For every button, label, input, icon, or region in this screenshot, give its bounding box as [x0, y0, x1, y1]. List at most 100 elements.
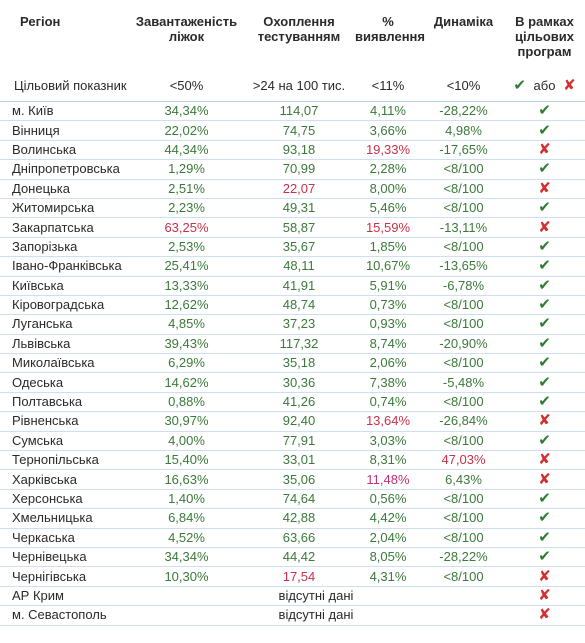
check-icon: ✔ — [538, 296, 551, 314]
program-cell: ✔ — [504, 276, 585, 296]
beds-cell: 2,51% — [128, 179, 245, 199]
check-icon: ✔ — [538, 528, 551, 546]
table-row: Кіровоградська 12,62% 48,74 0,73% <8/100 ✔ — [0, 295, 585, 316]
region-cell: Полтавська — [0, 392, 128, 413]
dynamics-cell: -13,65% — [423, 256, 504, 277]
dynamics-cell: 47,03% — [423, 450, 504, 471]
testing-cell: 74,75 — [245, 120, 353, 141]
header-beds: Завантаженість ліжок — [135, 14, 238, 44]
dynamics-cell: <8/100 — [423, 431, 504, 452]
target-detection: <11% — [353, 69, 423, 102]
detection-cell: 2,28% — [353, 159, 423, 180]
dynamics-cell: -20,90% — [423, 334, 504, 355]
beds-cell: 16,63% — [128, 469, 245, 490]
program-cell: ✔ — [504, 353, 585, 374]
table-row: Київська 13,33% 41,91 5,91% -6,78% ✔ — [0, 276, 585, 296]
region-cell: Тернопільська — [0, 450, 128, 471]
detection-cell: 0,73% — [353, 295, 423, 316]
beds-cell: 34,34% — [128, 547, 245, 568]
program-cell: ✔ — [504, 431, 585, 452]
testing-cell: 22,07 — [245, 179, 353, 199]
cross-icon: ✘ — [538, 470, 551, 488]
table-row: Одеська 14,62% 30,36 7,38% -5,48% ✔ — [0, 372, 585, 393]
program-cell: ✘ — [504, 411, 585, 432]
beds-cell: 12,62% — [128, 295, 245, 316]
region-cell: Запорізька — [0, 237, 128, 258]
region-cell: Івано-Франківська — [0, 256, 128, 277]
check-icon: ✔ — [538, 257, 551, 275]
cross-icon: ✘ — [538, 451, 551, 469]
testing-cell: 41,26 — [245, 392, 353, 413]
table-row: Черкаська 4,52% 63,66 2,04% <8/100 ✔ — [0, 528, 585, 548]
region-cell: Закарпатська — [0, 217, 128, 238]
dynamics-cell: -13,11% — [423, 217, 504, 238]
beds-cell: 1,40% — [128, 489, 245, 510]
program-cell: ✔ — [504, 314, 585, 335]
detection-cell: 2,04% — [353, 528, 423, 548]
detection-cell: 2,06% — [353, 353, 423, 374]
region-cell: м. Київ — [0, 101, 128, 122]
beds-cell: 6,84% — [128, 508, 245, 529]
dynamics-cell: 6,43% — [423, 469, 504, 490]
table-row: Волинська 44,34% 93,18 19,33% -17,65% ✘ — [0, 140, 585, 161]
beds-cell: 6,29% — [128, 353, 245, 374]
table-row: Івано-Франківська 25,41% 48,11 10,67% -13,65… — [0, 256, 585, 277]
dynamics-cell: -5,48% — [423, 372, 504, 393]
program-cell: ✔ — [504, 547, 585, 568]
program-cell: ✔ — [504, 256, 585, 277]
region-cell: Львівська — [0, 334, 128, 355]
target-dynamics: <10% — [423, 69, 504, 102]
program-cell: ✔ — [504, 198, 585, 219]
region-cell: Чернігівська — [0, 566, 128, 587]
dynamics-cell: -28,22% — [423, 101, 504, 122]
no-data-cell: відсутні дані — [128, 605, 504, 626]
region-cell: Хмельницька — [0, 508, 128, 529]
target-beds: <50% — [128, 69, 245, 102]
table-row: Запорізька 2,53% 35,67 1,85% <8/100 ✔ — [0, 237, 585, 258]
detection-cell: 8,74% — [353, 334, 423, 355]
region-cell: Луганська — [0, 314, 128, 335]
beds-cell: 4,85% — [128, 314, 245, 335]
testing-cell: 33,01 — [245, 450, 353, 471]
detection-cell: 0,74% — [353, 392, 423, 413]
check-icon: ✔ — [538, 373, 551, 391]
beds-cell: 4,00% — [128, 431, 245, 452]
detection-cell: 0,93% — [353, 314, 423, 335]
dynamics-cell: <8/100 — [423, 528, 504, 548]
table-row: м. Київ 34,34% 114,07 4,11% -28,22% ✔ — [0, 101, 585, 122]
dynamics-cell: -26,84% — [423, 411, 504, 432]
header-testing: Охоплення тестуванням — [257, 14, 341, 44]
beds-cell: 1,29% — [128, 159, 245, 180]
testing-cell: 30,36 — [245, 372, 353, 393]
testing-cell: 35,06 — [245, 469, 353, 490]
program-cell: ✔ — [504, 508, 585, 529]
check-icon: ✔ — [538, 276, 551, 294]
region-cell: Черкаська — [0, 528, 128, 548]
dynamics-cell: <8/100 — [423, 392, 504, 413]
dynamics-cell: <8/100 — [423, 198, 504, 219]
check-icon: ✔ — [538, 199, 551, 217]
testing-cell: 77,91 — [245, 431, 353, 452]
target-testing: >24 на 100 тис. — [245, 69, 353, 102]
testing-cell: 58,87 — [245, 217, 353, 238]
header-detection: % виявлення — [355, 14, 425, 44]
cross-icon: ✘ — [538, 412, 551, 430]
beds-cell: 2,23% — [128, 198, 245, 219]
beds-cell: 2,53% — [128, 237, 245, 258]
testing-cell: 93,18 — [245, 140, 353, 161]
detection-cell: 4,11% — [353, 101, 423, 122]
header-row: Регіон Завантаженість ліжок Охоплення те… — [0, 0, 585, 69]
check-icon: ✔ — [538, 315, 551, 333]
target-row: Цільовий показник <50% >24 на 100 тис. <… — [0, 69, 585, 102]
testing-cell: 92,40 — [245, 411, 353, 432]
region-cell: Рівненська — [0, 411, 128, 432]
program-cell: ✘ — [504, 586, 585, 607]
beds-cell: 34,34% — [128, 101, 245, 122]
region-cell: Херсонська — [0, 489, 128, 510]
detection-cell: 8,05% — [353, 547, 423, 568]
detection-cell: 19,33% — [353, 140, 423, 161]
dynamics-cell: <8/100 — [423, 566, 504, 587]
testing-cell: 41,91 — [245, 276, 353, 296]
target-label: Цільовий показник — [0, 69, 128, 102]
